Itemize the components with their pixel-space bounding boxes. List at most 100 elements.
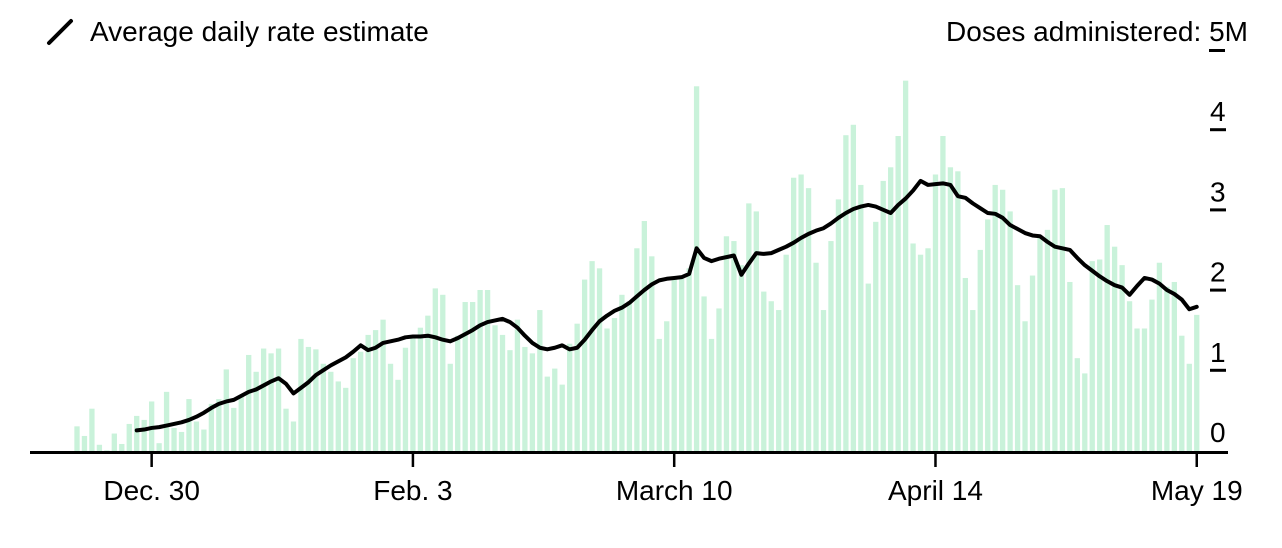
- dose-bar[interactable]: [387, 363, 394, 452]
- dose-bar[interactable]: [634, 248, 640, 452]
- dose-bar[interactable]: [1179, 335, 1185, 452]
- dose-bar[interactable]: [171, 427, 177, 452]
- dose-bar[interactable]: [246, 354, 252, 452]
- dose-bar[interactable]: [507, 350, 513, 452]
- dose-bar[interactable]: [163, 391, 170, 452]
- dose-bar[interactable]: [820, 310, 827, 452]
- dose-bar[interactable]: [858, 184, 864, 452]
- dose-bar[interactable]: [1171, 281, 1177, 452]
- dose-bar[interactable]: [1104, 225, 1110, 452]
- dose-bar[interactable]: [417, 327, 424, 452]
- dose-bar[interactable]: [865, 283, 871, 452]
- dose-bar[interactable]: [447, 363, 453, 452]
- dose-bar[interactable]: [626, 301, 633, 452]
- dose-bar[interactable]: [753, 211, 759, 452]
- dose-bar[interactable]: [843, 135, 849, 452]
- dose-bar[interactable]: [283, 408, 289, 452]
- dose-bar[interactable]: [1022, 321, 1028, 452]
- dose-bar[interactable]: [992, 184, 998, 452]
- dose-bar[interactable]: [350, 358, 356, 452]
- dose-bar[interactable]: [462, 302, 468, 452]
- dose-bar[interactable]: [581, 279, 588, 452]
- dose-bar[interactable]: [231, 407, 237, 452]
- dose-bar[interactable]: [372, 330, 379, 452]
- dose-bar[interactable]: [701, 296, 707, 452]
- dose-bar[interactable]: [1194, 314, 1200, 452]
- dose-bar[interactable]: [1089, 261, 1095, 452]
- dose-bar[interactable]: [693, 86, 700, 452]
- dose-bar[interactable]: [552, 368, 558, 452]
- dose-bar[interactable]: [216, 399, 222, 452]
- dose-bar[interactable]: [178, 431, 185, 452]
- dose-bar[interactable]: [955, 171, 961, 453]
- dose-bar[interactable]: [1074, 358, 1080, 452]
- dose-bar[interactable]: [828, 241, 834, 452]
- dose-bar[interactable]: [111, 433, 117, 452]
- dose-bar[interactable]: [813, 262, 819, 452]
- dose-bar[interactable]: [1111, 246, 1118, 452]
- dose-bar[interactable]: [1007, 211, 1013, 452]
- dose-bar[interactable]: [1134, 328, 1140, 452]
- dose-bar[interactable]: [343, 387, 349, 452]
- dose-bar[interactable]: [358, 351, 364, 452]
- dose-bar[interactable]: [888, 167, 894, 453]
- dose-bar[interactable]: [917, 254, 924, 452]
- dose-bar[interactable]: [544, 376, 550, 452]
- dose-bar[interactable]: [1029, 275, 1036, 452]
- dose-bar[interactable]: [268, 353, 274, 452]
- dose-bar[interactable]: [238, 395, 244, 452]
- dose-bar[interactable]: [925, 248, 931, 452]
- dose-bar[interactable]: [186, 399, 192, 452]
- dose-bar[interactable]: [223, 369, 229, 452]
- dose-bar[interactable]: [208, 403, 215, 452]
- dose-bar[interactable]: [499, 334, 506, 452]
- dose-bar[interactable]: [649, 256, 655, 452]
- dose-bar[interactable]: [835, 199, 842, 452]
- dose-bar[interactable]: [970, 310, 976, 452]
- dose-bar[interactable]: [1141, 328, 1148, 452]
- dose-bar[interactable]: [425, 315, 431, 452]
- dose-bar[interactable]: [641, 221, 647, 452]
- dose-bar[interactable]: [708, 338, 715, 452]
- dose-bar[interactable]: [940, 136, 946, 452]
- dose-bar[interactable]: [1164, 286, 1170, 452]
- dose-bar[interactable]: [611, 318, 618, 452]
- dose-bar[interactable]: [567, 343, 573, 452]
- dose-bar[interactable]: [410, 335, 416, 452]
- dose-bar[interactable]: [596, 268, 603, 452]
- dose-bar[interactable]: [1126, 301, 1133, 452]
- dose-bar[interactable]: [574, 323, 580, 452]
- dose-bar[interactable]: [89, 408, 95, 452]
- dose-bar[interactable]: [1067, 281, 1073, 452]
- dose-bar[interactable]: [664, 321, 670, 452]
- dose-bar[interactable]: [671, 277, 677, 452]
- dose-bar[interactable]: [880, 180, 886, 453]
- dose-bar[interactable]: [328, 371, 334, 452]
- dose-bar[interactable]: [738, 265, 745, 452]
- dose-bar[interactable]: [529, 353, 536, 452]
- dose-bar[interactable]: [126, 423, 132, 452]
- dose-bar[interactable]: [559, 384, 565, 452]
- dose-bar[interactable]: [1186, 363, 1192, 452]
- dose-bar[interactable]: [365, 334, 371, 452]
- dose-bar[interactable]: [537, 310, 543, 452]
- dose-bar[interactable]: [768, 301, 774, 452]
- dose-bar[interactable]: [201, 429, 207, 452]
- dose-bar[interactable]: [514, 319, 521, 452]
- dose-bar[interactable]: [962, 277, 968, 452]
- dose-bar[interactable]: [776, 310, 782, 452]
- dose-bar[interactable]: [947, 167, 954, 453]
- dose-bar[interactable]: [790, 177, 797, 452]
- dose-bar[interactable]: [589, 261, 595, 452]
- dose-bar[interactable]: [1059, 188, 1066, 452]
- dose-bar[interactable]: [723, 236, 730, 452]
- dose-bar[interactable]: [716, 308, 722, 452]
- dose-bar[interactable]: [96, 444, 103, 452]
- dose-bar[interactable]: [260, 348, 267, 452]
- dose-bar[interactable]: [977, 249, 983, 452]
- dose-bar[interactable]: [74, 426, 80, 452]
- dose-bar[interactable]: [895, 136, 901, 452]
- dose-bar[interactable]: [656, 338, 662, 452]
- dose-bar[interactable]: [320, 363, 326, 452]
- dose-bar[interactable]: [850, 124, 857, 452]
